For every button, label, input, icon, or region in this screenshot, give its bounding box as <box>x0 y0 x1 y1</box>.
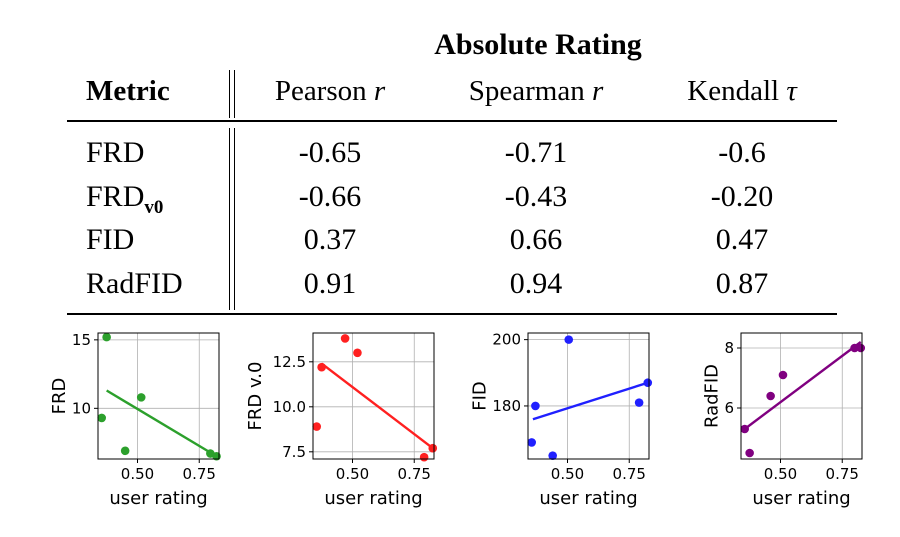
y-tick-label: 6 <box>724 399 734 417</box>
data-point <box>740 424 750 434</box>
data-point <box>745 448 754 458</box>
x-axis-label: user rating <box>539 488 637 509</box>
scatter-plots: 0.50 0.75 10 15 user rating FRD 0.50 0.75 7.5 10.… <box>49 331 866 509</box>
plot-frame <box>527 332 650 460</box>
correlation-table: Absolute Rating Metric Pearson r Spearma… <box>67 28 837 315</box>
scatter-panel-4: 0.50 0.75 6 8 user rating RadFID <box>702 332 866 509</box>
cell-radfid-kendall: 0.87 <box>715 267 769 300</box>
double-rule-left-top <box>229 70 231 118</box>
data-point <box>531 401 540 411</box>
data-point <box>419 452 429 462</box>
row-label-radfid: RadFID <box>86 267 183 300</box>
fit-line <box>532 381 649 421</box>
group-title: Absolute Rating <box>434 28 642 61</box>
y-tick-label: 10.0 <box>273 398 306 416</box>
y-axis-label: FRD <box>49 378 70 415</box>
data-point <box>548 451 557 460</box>
row-label-fid: FID <box>86 223 135 256</box>
header-pearson: Pearson r <box>274 75 386 107</box>
bottom-rule <box>67 313 837 315</box>
cell-radfid-spearman: 0.94 <box>509 267 563 300</box>
fit-line <box>743 341 862 430</box>
data-point <box>312 422 322 431</box>
x-tick-label: 0.75 <box>826 465 859 483</box>
data-point <box>778 370 788 380</box>
cell-frdv0-pearson: -0.66 <box>298 180 362 213</box>
plot-frame <box>97 332 220 460</box>
x-tick-label: 0.75 <box>183 465 216 483</box>
row-label-frd-v0: FRDv0 <box>86 180 164 218</box>
cell-fid-kendall: 0.47 <box>715 223 769 256</box>
cell-fid-spearman: 0.66 <box>509 223 563 256</box>
row-label-frd: FRD <box>86 136 145 169</box>
cell-frd-spearman: -0.71 <box>504 136 568 169</box>
x-tick-label: 0.50 <box>764 465 797 483</box>
header-metric: Metric <box>86 75 170 107</box>
data-point <box>564 335 574 344</box>
data-point <box>353 348 362 358</box>
data-point <box>102 332 111 342</box>
fit-line <box>320 362 434 450</box>
cell-radfid-pearson: 0.91 <box>303 267 357 300</box>
y-tick-label: 10 <box>72 399 91 417</box>
data-point <box>766 391 775 401</box>
header-rule <box>67 120 837 122</box>
double-rule-right-top <box>234 70 236 118</box>
data-point <box>428 443 438 453</box>
y-tick-label: 8 <box>724 339 734 357</box>
x-tick-label: 0.75 <box>398 465 431 483</box>
cell-fid-pearson: 0.37 <box>303 223 357 256</box>
y-tick-label: 15 <box>72 331 91 349</box>
data-point <box>97 413 107 423</box>
scatter-panel-1: 0.50 0.75 10 15 user rating FRD <box>49 331 221 509</box>
x-tick-label: 0.50 <box>551 465 584 483</box>
y-tick-label: 7.5 <box>282 443 306 461</box>
data-point <box>850 343 859 353</box>
x-axis-label: user rating <box>752 488 850 509</box>
cell-frdv0-spearman: -0.43 <box>504 180 568 213</box>
plot-frame <box>312 332 435 460</box>
data-point <box>317 362 326 372</box>
data-point <box>634 398 644 407</box>
y-tick-label: 200 <box>492 331 521 349</box>
data-point <box>340 334 350 343</box>
data-point <box>136 393 146 402</box>
cell-frd-kendall: -0.6 <box>718 136 766 169</box>
data-point <box>643 378 653 388</box>
data-point <box>120 446 130 456</box>
cell-frd-pearson: -0.65 <box>298 136 362 169</box>
y-axis-label: FID <box>470 381 491 411</box>
plot-frame <box>740 332 863 460</box>
data-point <box>856 343 866 353</box>
x-tick-label: 0.50 <box>121 465 154 483</box>
fit-line <box>106 389 218 458</box>
double-rule-right <box>234 128 236 310</box>
header-spearman: Spearman r <box>468 75 604 107</box>
scatter-panel-3: 0.50 0.75 180 200 user rating FID <box>470 331 653 509</box>
x-axis-label: user rating <box>109 488 207 509</box>
header-kendall: Kendall τ <box>687 75 797 107</box>
y-axis-label: FRD v.0 <box>245 362 266 431</box>
data-point <box>527 438 537 447</box>
y-tick-label: 12.5 <box>273 353 306 371</box>
y-tick-label: 180 <box>492 397 521 415</box>
x-tick-label: 0.50 <box>336 465 369 483</box>
cell-frdv0-kendall: -0.20 <box>710 180 774 213</box>
x-axis-label: user rating <box>324 488 422 509</box>
scatter-panel-2: 0.50 0.75 7.5 10.0 12.5 user rating FRD v.0 <box>245 332 438 509</box>
x-tick-label: 0.75 <box>613 465 646 483</box>
y-axis-label: RadFID <box>702 364 723 428</box>
double-rule-left <box>229 128 231 310</box>
